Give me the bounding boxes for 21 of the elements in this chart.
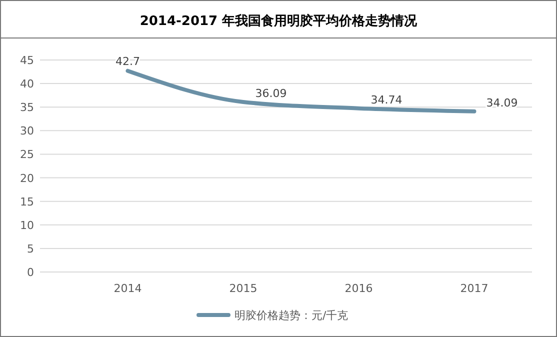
x-tick-label: 2016 <box>344 282 373 295</box>
data-label: 42.7 <box>116 54 140 68</box>
x-tick-label: 2015 <box>229 282 258 295</box>
data-label: 34.74 <box>370 93 402 106</box>
y-tick-label: 0 <box>27 266 34 279</box>
x-tick-label: 2014 <box>114 282 142 295</box>
legend-label: 明胶价格趋势：元/千克 <box>234 309 348 322</box>
y-tick-label: 15 <box>20 195 34 208</box>
line-series <box>126 68 476 114</box>
x-tick-label: 2017 <box>460 282 488 295</box>
y-tick-label: 25 <box>20 148 34 162</box>
y-tick-label: 5 <box>27 242 34 256</box>
y-tick-label: 35 <box>20 101 34 114</box>
data-label: 34.09 <box>486 96 518 110</box>
y-tick-label: 10 <box>20 218 34 232</box>
y-tick-label: 30 <box>20 124 34 138</box>
y-tick-label: 20 <box>20 172 34 185</box>
chart-title: 2014-2017 年我国食用明胶平均价格走势情况 <box>140 13 418 29</box>
data-label: 36.09 <box>255 86 287 100</box>
y-tick-label: 40 <box>20 78 34 91</box>
y-tick-label: 45 <box>20 54 34 67</box>
